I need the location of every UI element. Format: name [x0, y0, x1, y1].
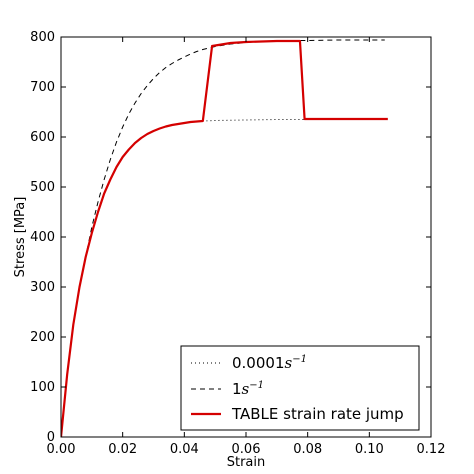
legend-box — [180, 345, 420, 431]
y-tick-label: 200 — [30, 330, 55, 345]
y-axis: 0 100 200 300 400 500 600 700 800 — [30, 30, 431, 445]
y-tick-label: 300 — [30, 280, 55, 295]
x-tick-label: 0.10 — [355, 442, 384, 457]
y-tick-label: 800 — [30, 30, 55, 45]
x-axis: 0.00 0.02 0.04 0.06 0.08 0.10 0.12 — [47, 37, 446, 457]
legend-entry-slow: 0.0001s−1 — [232, 354, 307, 372]
y-axis-label: Stress [MPa] — [13, 197, 28, 278]
x-tick-label: 0.04 — [170, 442, 199, 457]
x-tick-label: 0.02 — [108, 442, 137, 457]
x-axis-label: Strain — [227, 455, 266, 470]
legend: 0.0001s−1 1s−1 TABLE strain rate jump — [180, 345, 420, 431]
x-tick-label: 0.08 — [293, 442, 322, 457]
legend-entry-fast: 1s−1 — [232, 380, 264, 398]
series-rate-jump — [61, 39, 388, 437]
y-tick-label: 500 — [30, 180, 55, 195]
y-tick-label: 100 — [30, 380, 55, 395]
series-layer — [61, 39, 388, 437]
x-tick-label: 0.12 — [417, 442, 446, 457]
y-tick-label: 700 — [30, 80, 55, 95]
y-tick-label: 400 — [30, 230, 55, 245]
y-tick-label: 600 — [30, 130, 55, 145]
x-tick-label: 0.00 — [47, 442, 76, 457]
legend-entry-jump: TABLE strain rate jump — [231, 405, 404, 423]
y-tick-label: 0 — [47, 430, 55, 445]
x-tick-label: 0.06 — [232, 442, 261, 457]
